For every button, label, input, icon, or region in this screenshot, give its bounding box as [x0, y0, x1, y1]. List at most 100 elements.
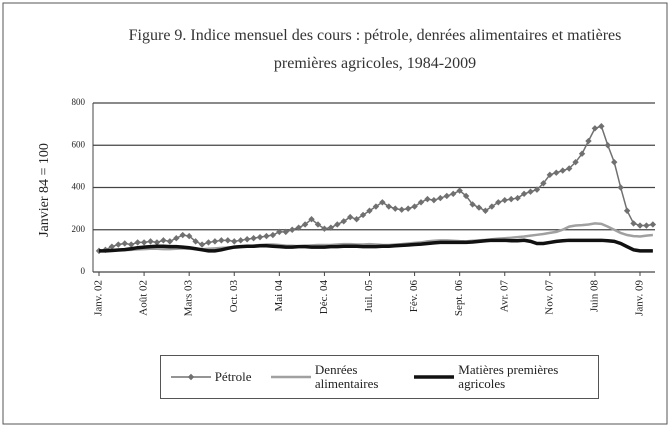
data-point	[179, 231, 186, 239]
data-point	[553, 169, 560, 176]
data-point	[450, 190, 457, 198]
data-point	[140, 239, 148, 246]
y-tick-label: 200	[72, 224, 86, 234]
data-point	[643, 222, 650, 229]
data-point	[488, 203, 496, 210]
data-point	[321, 225, 328, 232]
legend-item: Pétrole	[170, 369, 252, 384]
data-point	[282, 228, 289, 236]
data-point	[269, 231, 277, 239]
data-point	[585, 137, 592, 145]
x-tick-label: Mars 03	[183, 280, 195, 317]
data-point	[128, 241, 135, 248]
data-point	[559, 167, 566, 174]
data-point	[430, 196, 438, 204]
data-point	[527, 188, 534, 195]
legend-marker	[187, 373, 194, 381]
x-tick-label: Déc. 04	[318, 280, 330, 315]
data-point	[327, 224, 335, 231]
data-point	[533, 186, 541, 193]
data-point	[495, 199, 502, 206]
data-point	[514, 194, 521, 202]
data-point	[353, 215, 360, 223]
x-tick-label: Août 02	[138, 280, 150, 316]
data-point	[301, 221, 309, 228]
data-point	[507, 195, 515, 203]
data-point	[276, 228, 283, 236]
data-point	[424, 195, 431, 203]
data-point	[147, 238, 154, 245]
legend-label: Denrées alimentaires	[314, 362, 379, 391]
data-point	[469, 201, 476, 208]
data-point	[649, 221, 657, 228]
x-tick-label: Janv. 02	[93, 280, 105, 316]
data-point	[295, 224, 302, 231]
legend-swatch	[170, 373, 211, 381]
x-tick-label: Avr. 07	[498, 280, 510, 313]
data-point	[256, 233, 264, 241]
legend-item: Matières premières agricoles	[414, 363, 588, 391]
data-point	[591, 125, 599, 132]
data-point	[501, 196, 508, 204]
x-tick-label: Janv. 09	[634, 280, 646, 316]
x-tick-label: Juil. 05	[363, 280, 375, 313]
data-point	[598, 123, 605, 130]
data-point	[630, 220, 637, 227]
y-axis-title: Janvier 84 = 100	[37, 143, 52, 237]
data-point	[623, 207, 631, 214]
data-point	[540, 180, 547, 187]
data-point	[185, 232, 193, 240]
x-tick-label: Sept. 06	[453, 280, 465, 317]
legend-label: Pétrole	[214, 369, 252, 384]
data-point	[263, 232, 270, 240]
data-point	[205, 239, 212, 246]
data-point	[108, 243, 116, 250]
data-point	[334, 221, 341, 228]
data-point	[359, 211, 367, 219]
y-tick-label: 600	[72, 139, 86, 149]
data-point	[115, 241, 122, 248]
legend-label: Matières premières agricoles	[458, 362, 559, 391]
data-point	[218, 237, 225, 244]
data-point	[153, 239, 161, 246]
data-point	[198, 241, 206, 248]
y-tick-label: 800	[72, 97, 86, 107]
legend-item: Denrées alimentaires	[270, 362, 395, 391]
data-point	[340, 218, 347, 225]
data-point	[578, 150, 586, 157]
legend: Pétrole Denrées alimentaires Matières prem…	[160, 355, 599, 399]
x-tick-label: Fév. 06	[408, 280, 420, 313]
data-point	[211, 238, 219, 245]
x-tick-label: Juin 08	[588, 280, 600, 313]
data-point	[398, 206, 405, 213]
data-point	[192, 238, 199, 245]
data-point	[134, 239, 141, 246]
data-point	[443, 192, 450, 200]
data-point	[250, 235, 257, 242]
data-point	[366, 207, 373, 214]
data-point	[462, 192, 470, 200]
data-point	[572, 158, 579, 166]
data-point	[611, 158, 618, 166]
y-tick-label: 0	[81, 266, 86, 276]
data-point	[289, 226, 296, 233]
data-point	[160, 237, 167, 244]
data-point	[546, 171, 554, 179]
x-tick-label: Mai 04	[273, 280, 285, 312]
data-point	[121, 240, 128, 247]
data-point	[475, 204, 483, 211]
data-point	[379, 199, 386, 206]
data-point	[565, 165, 573, 172]
series-line	[99, 238, 653, 253]
data-point	[385, 203, 393, 210]
data-point	[520, 190, 528, 198]
y-tick-label: 400	[72, 182, 86, 192]
data-point	[636, 222, 644, 229]
data-point	[617, 184, 624, 191]
data-point	[231, 238, 238, 245]
data-point	[482, 207, 489, 214]
data-point	[411, 203, 418, 210]
data-point	[604, 142, 611, 149]
